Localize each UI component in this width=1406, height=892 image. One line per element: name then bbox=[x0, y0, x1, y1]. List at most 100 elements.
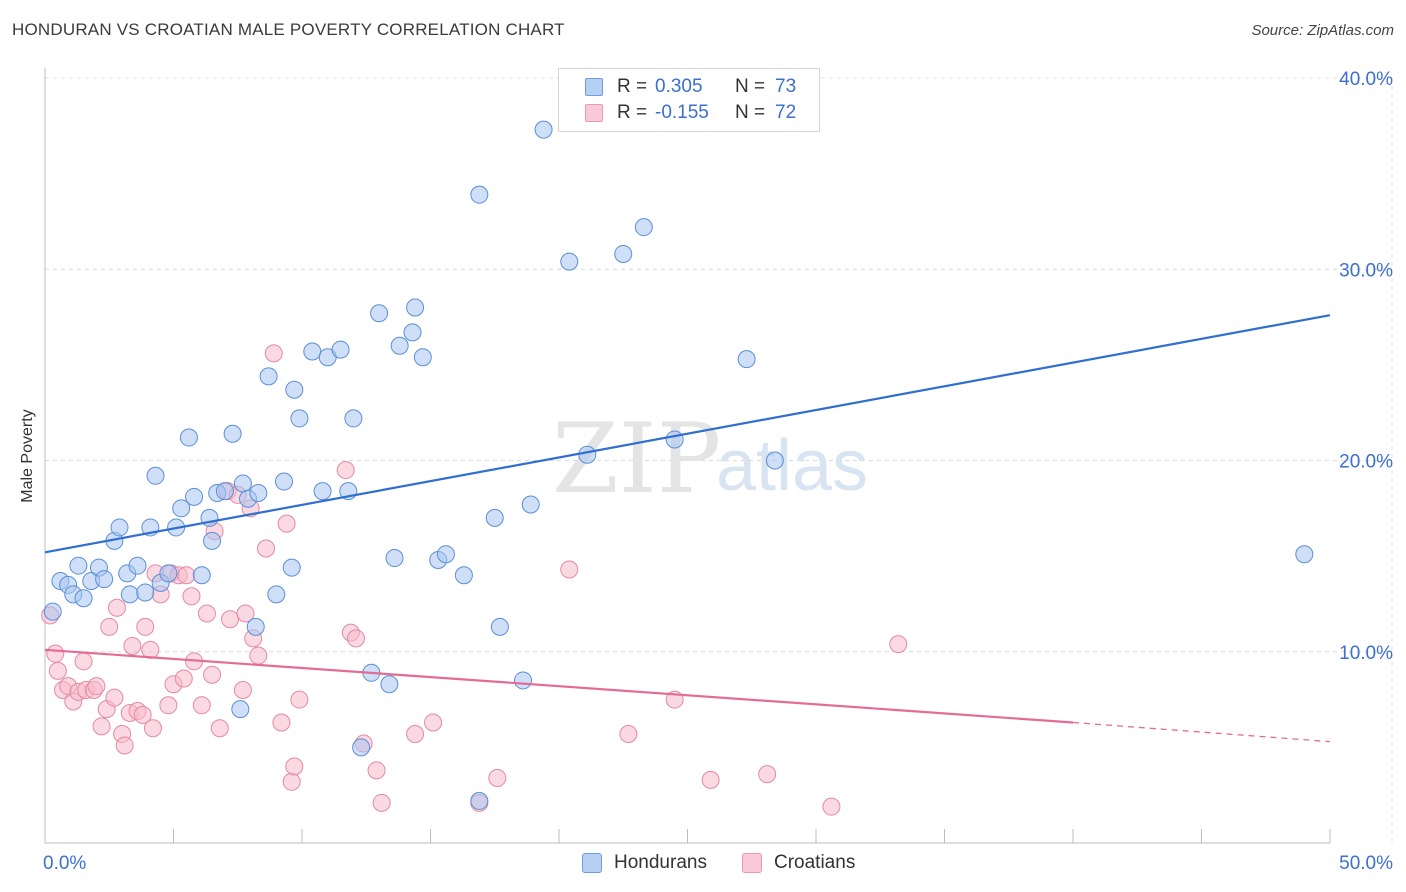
honduran-point bbox=[172, 499, 191, 518]
y-tick-label: 10.0% bbox=[1339, 643, 1393, 664]
honduran-point bbox=[179, 428, 198, 447]
croatian-point bbox=[233, 681, 252, 699]
croatian-point bbox=[282, 772, 301, 791]
honduran-point bbox=[192, 566, 211, 585]
honduran-point bbox=[413, 348, 432, 367]
croatian-point bbox=[619, 724, 638, 743]
croatian-point bbox=[143, 719, 162, 738]
honduran-point bbox=[390, 336, 409, 355]
honduran-point bbox=[231, 700, 250, 719]
legend-r-value: 0.305 bbox=[655, 76, 703, 97]
croatian-point bbox=[87, 677, 106, 696]
watermark-zip: ZIP bbox=[552, 403, 721, 515]
croatian-point bbox=[46, 644, 65, 663]
croatian-point bbox=[136, 617, 155, 636]
honduran-point bbox=[282, 558, 301, 577]
croatian-point bbox=[560, 560, 579, 579]
y-tick-label: 40.0% bbox=[1339, 69, 1393, 90]
honduran-point bbox=[74, 589, 93, 608]
honduran-point bbox=[485, 508, 504, 527]
honduran-point bbox=[665, 430, 684, 449]
legend-row-croatians: R = -0.155 N = 72 bbox=[585, 101, 796, 125]
croatian-point bbox=[367, 761, 386, 780]
honduran-point bbox=[1295, 545, 1314, 564]
legend-n-value: 72 bbox=[775, 102, 797, 123]
correlation-legend: R = 0.305 N = 73 R = -0.155 N = 72 bbox=[558, 68, 820, 132]
honduran-point bbox=[120, 585, 139, 604]
legend-swatch-croatians bbox=[585, 104, 603, 122]
croatian-point bbox=[48, 661, 67, 680]
croatian-point bbox=[115, 736, 134, 755]
y-tick-label: 30.0% bbox=[1339, 260, 1393, 281]
croatian-point bbox=[346, 629, 365, 648]
croatian-point bbox=[192, 696, 211, 715]
chart-title: HONDURAN VS CROATIAN MALE POVERTY CORREL… bbox=[12, 20, 565, 39]
honduran-point bbox=[69, 556, 88, 575]
legend-swatch-hondurans bbox=[585, 78, 603, 96]
honduran-point bbox=[470, 185, 489, 204]
croatian-point bbox=[889, 635, 908, 654]
croatian-point bbox=[264, 344, 283, 363]
honduran-point bbox=[380, 675, 399, 694]
croatian-point bbox=[249, 646, 268, 665]
honduran-point bbox=[246, 617, 265, 636]
croatian-point bbox=[277, 514, 296, 533]
honduran-point bbox=[233, 474, 252, 493]
honduran-point bbox=[290, 409, 309, 428]
croatian-point bbox=[372, 793, 391, 812]
legend-item-croatians[interactable]: Croatians bbox=[742, 852, 855, 874]
legend-label-hondurans: Hondurans bbox=[614, 852, 707, 873]
croatian-point bbox=[100, 617, 119, 636]
honduran-point bbox=[136, 583, 155, 602]
legend-item-hondurans[interactable]: Hondurans bbox=[582, 852, 707, 874]
honduran-point bbox=[303, 342, 322, 361]
honduran-point bbox=[259, 367, 278, 386]
croatian-point bbox=[174, 669, 193, 688]
honduran-point bbox=[534, 120, 553, 139]
honduran-point bbox=[95, 570, 114, 589]
honduran-point bbox=[578, 445, 597, 464]
croatian-point bbox=[107, 598, 126, 617]
honduran-point bbox=[331, 340, 350, 359]
legend-r-label: R = bbox=[617, 102, 648, 123]
honduran-point bbox=[454, 566, 473, 585]
croatian-point bbox=[74, 652, 93, 671]
honduran-point bbox=[344, 409, 363, 428]
legend-r-label: R = bbox=[617, 76, 648, 97]
croatian-point bbox=[290, 690, 309, 709]
honduran-point bbox=[128, 556, 147, 575]
honduran-point bbox=[249, 484, 268, 503]
honduran-point bbox=[313, 482, 332, 501]
watermark-atlas: atlas bbox=[716, 426, 868, 506]
croatian-point bbox=[701, 770, 720, 789]
croatian-trendline bbox=[44, 648, 1074, 724]
honduran-trendline bbox=[44, 314, 1331, 554]
honduran-point bbox=[275, 472, 294, 491]
croatian-point bbox=[758, 765, 777, 784]
legend-n-label: N = bbox=[735, 76, 766, 97]
croatian-point bbox=[285, 757, 304, 776]
honduran-point bbox=[406, 298, 425, 317]
croatian-point bbox=[177, 566, 196, 585]
honduran-point bbox=[159, 564, 178, 583]
honduran-point bbox=[223, 424, 242, 443]
honduran-point bbox=[521, 495, 540, 514]
croatian-point bbox=[272, 713, 291, 732]
legend-label-croatians: Croatians bbox=[774, 852, 856, 873]
croatian-point bbox=[159, 696, 178, 715]
croatian-point bbox=[236, 604, 255, 623]
croatian-point bbox=[210, 719, 229, 738]
honduran-point bbox=[285, 380, 304, 399]
honduran-point bbox=[514, 671, 533, 690]
croatian-point bbox=[488, 768, 507, 787]
honduran-point bbox=[560, 252, 579, 271]
honduran-point bbox=[370, 304, 389, 323]
honduran-point bbox=[215, 482, 234, 501]
croatian-point bbox=[406, 724, 425, 743]
croatian-point bbox=[105, 688, 124, 707]
honduran-point bbox=[110, 518, 129, 537]
croatian-point bbox=[424, 713, 443, 732]
honduran-point bbox=[185, 487, 204, 506]
legend-swatch-hondurans bbox=[582, 853, 602, 873]
